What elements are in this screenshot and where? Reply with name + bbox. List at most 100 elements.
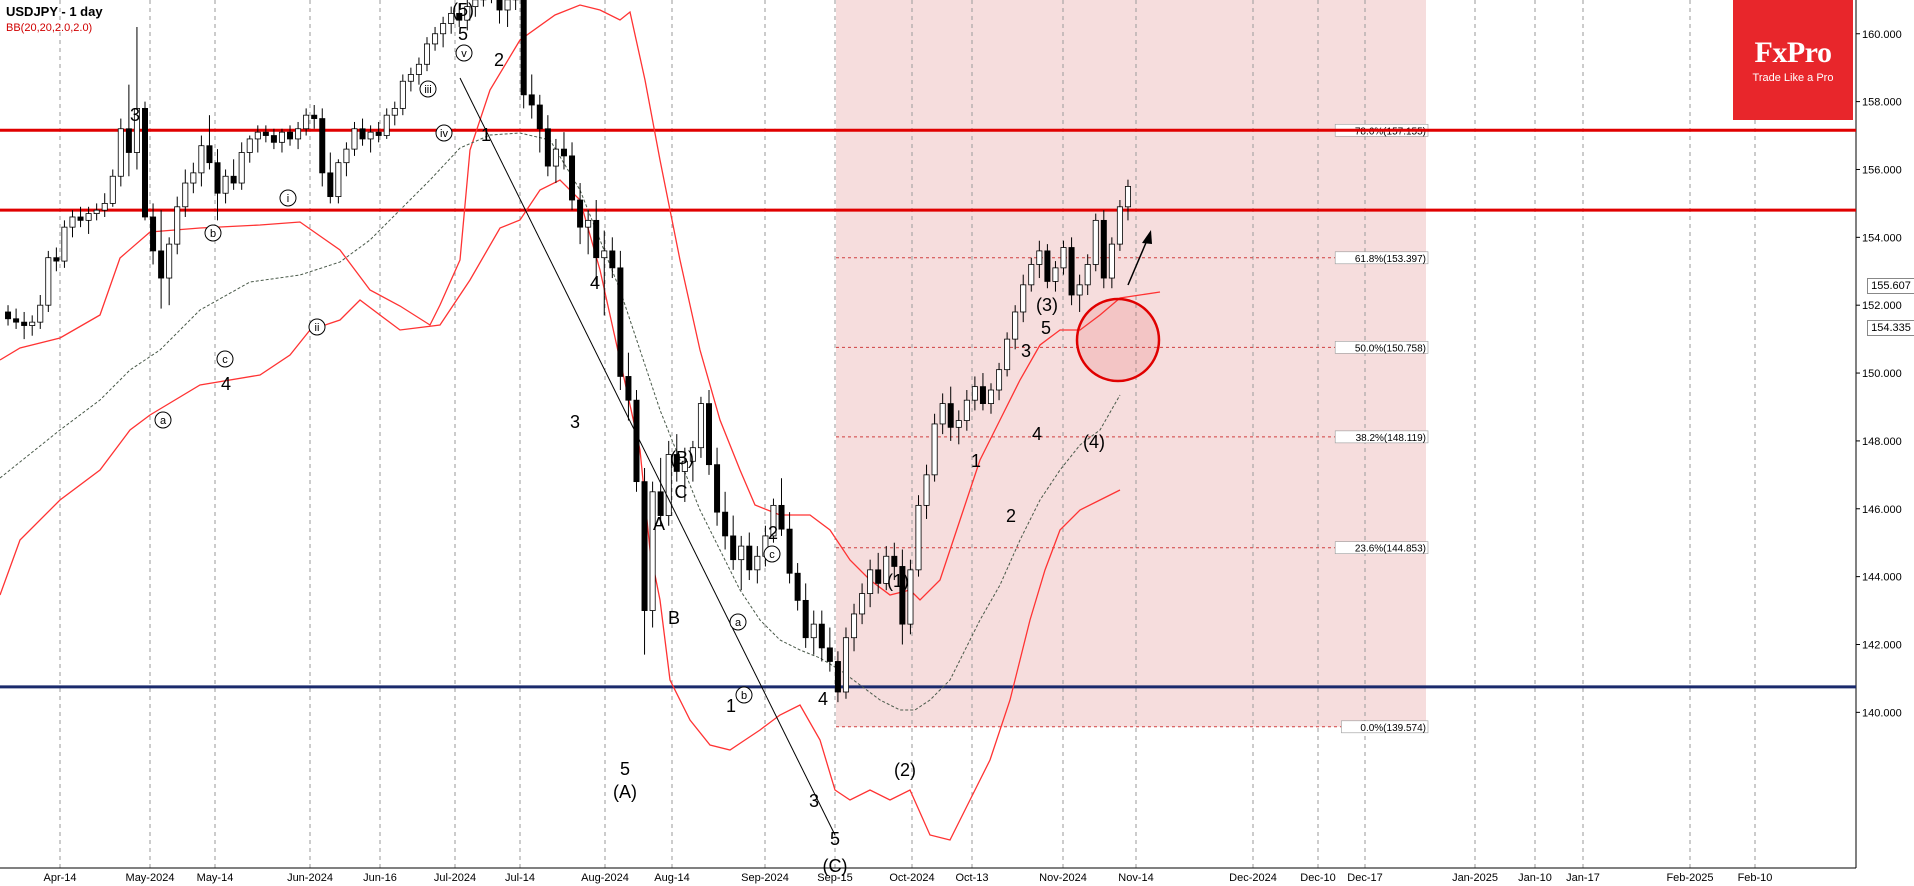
candle (512, 0, 519, 10)
candle (907, 559, 914, 635)
wave-label: 1 (481, 125, 491, 145)
candle (746, 532, 753, 581)
candle (69, 210, 76, 238)
candle (988, 383, 995, 414)
candle (1068, 237, 1075, 306)
candle (826, 627, 833, 672)
candle (681, 447, 688, 502)
candle (1076, 274, 1083, 312)
candle-body (738, 545, 745, 561)
candle (343, 142, 350, 177)
wave-label-circle (729, 613, 747, 631)
candle-body (842, 637, 849, 693)
wave-label: 3 (570, 412, 580, 432)
candle-body (947, 403, 954, 428)
candle (432, 26, 439, 51)
candle (1100, 210, 1107, 289)
candle-body (448, 12, 455, 24)
fib-label-box (1334, 541, 1429, 554)
candle-body (867, 569, 874, 594)
wave-label: (2) (894, 760, 916, 780)
candle-body (834, 661, 841, 693)
y-tick-label: 150.000 (1862, 368, 1902, 380)
candle (423, 37, 430, 72)
candle (303, 108, 310, 136)
wave-label: b (210, 228, 216, 240)
wave-label: a (160, 415, 167, 427)
candle (206, 115, 213, 170)
candle (150, 203, 157, 265)
candle (1052, 261, 1059, 292)
candle-body (174, 206, 181, 245)
x-tick-label: Apr-14 (43, 872, 76, 884)
x-tick-label: Sep-2024 (741, 872, 789, 884)
candle (851, 603, 858, 652)
candle-body (37, 304, 44, 323)
y-tick-label: 152.000 (1862, 300, 1902, 312)
candle-body (367, 131, 374, 140)
candle (633, 390, 640, 492)
wave-label: B (668, 608, 680, 628)
candle-body (287, 131, 294, 140)
candle-body (625, 376, 632, 401)
x-tick-label: Feb-2025 (1666, 872, 1713, 884)
candle (657, 457, 664, 526)
x-tick-label: May-2024 (126, 872, 175, 884)
projection-zone (836, 0, 1426, 727)
candle (899, 549, 906, 645)
wave-label: 3 (809, 791, 819, 811)
candle (399, 74, 406, 116)
candle (29, 315, 36, 336)
candle (915, 495, 922, 577)
candle-body (883, 555, 890, 584)
x-tick-label: May-14 (197, 872, 234, 884)
candle (295, 121, 302, 150)
wave-label-circle (419, 80, 437, 98)
y-tick-label: 158.000 (1862, 97, 1902, 109)
candle-body (665, 454, 672, 516)
candle (61, 220, 68, 268)
wave-label-circle (154, 411, 172, 429)
wave-label-circle (435, 124, 453, 142)
candle (867, 559, 874, 608)
candle-body (13, 318, 20, 323)
x-tick-label: Aug-14 (654, 872, 689, 884)
wave-label: 5 (830, 829, 840, 849)
candle-body (681, 460, 688, 472)
candle-body (778, 504, 785, 530)
candle (190, 162, 197, 194)
wave-label: 2 (1006, 506, 1016, 526)
candle (1036, 240, 1043, 279)
target-arrow-head (1142, 230, 1152, 244)
candle-body (689, 447, 696, 462)
candle-body (415, 63, 422, 75)
bollinger-middle-band (0, 132, 1121, 711)
wave-label: C (675, 482, 688, 502)
candle-body (1092, 219, 1099, 265)
candle (335, 159, 342, 204)
fib-level-label: 0.0%(139.574) (1360, 723, 1426, 734)
candle-body (375, 131, 382, 136)
candle (407, 67, 414, 92)
candle-body (1124, 186, 1131, 208)
candle-body (295, 128, 302, 140)
logo-brand: FxPro (1754, 36, 1832, 69)
x-tick-label: Jan-2025 (1452, 872, 1498, 884)
wave-label: (C) (823, 856, 848, 876)
candle (931, 413, 938, 482)
candle (955, 410, 962, 445)
wave-label-circle (279, 189, 297, 207)
candle (673, 434, 680, 482)
candle (472, 0, 479, 17)
candle-body (601, 250, 608, 259)
candle-body (391, 107, 398, 116)
candle-body (617, 267, 624, 377)
candle-body (53, 257, 60, 262)
candle-body (166, 243, 173, 279)
x-tick-label: Sep-15 (817, 872, 852, 884)
wave-label-circle (204, 224, 222, 242)
candle-body (786, 528, 793, 574)
candle-body (335, 162, 342, 198)
descending-trend-line (459, 77, 836, 836)
